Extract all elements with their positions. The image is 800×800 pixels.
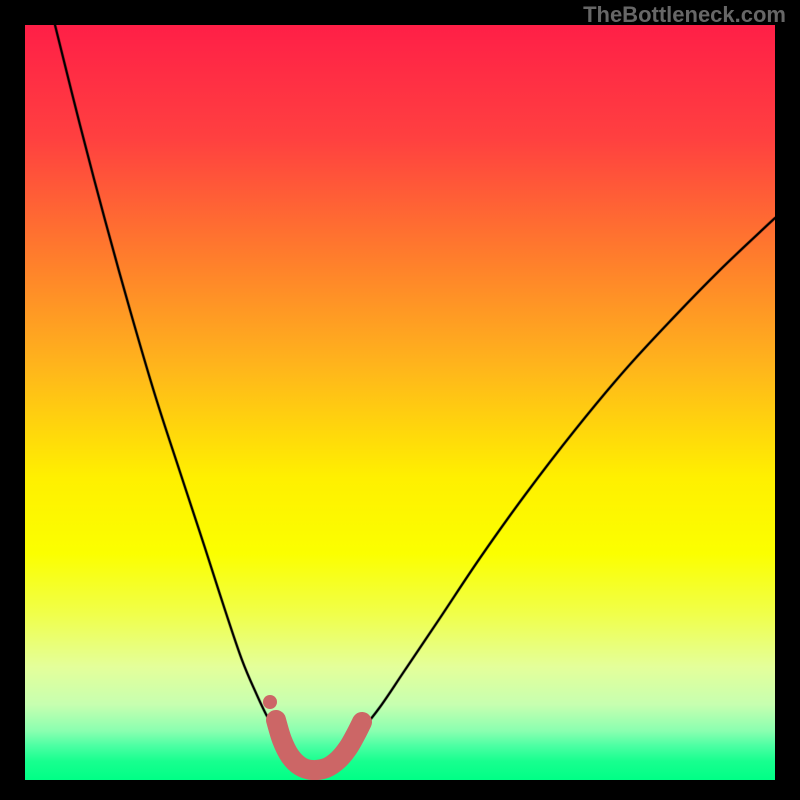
watermark-text: TheBottleneck.com xyxy=(583,2,786,28)
gradient-background xyxy=(25,25,775,780)
plot-svg xyxy=(25,25,775,780)
plot-area xyxy=(25,25,775,780)
trough-marker-dot xyxy=(263,695,277,709)
